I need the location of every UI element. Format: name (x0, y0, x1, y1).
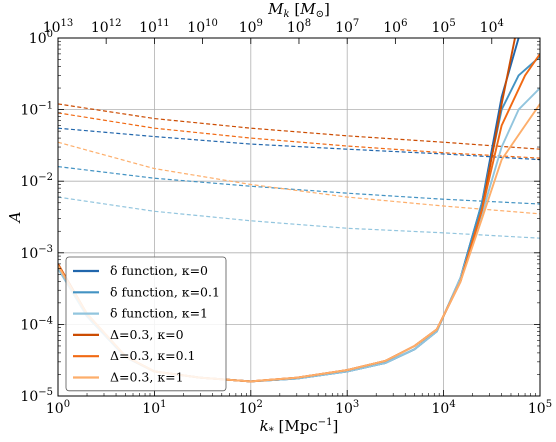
top-tick-label: 1013 (43, 18, 74, 36)
x-tick-label: 104 (431, 399, 455, 417)
y-tick-label: 10−1 (20, 101, 53, 119)
legend-label: Δ=0.3, κ=0.1 (110, 348, 196, 363)
dashed-series-line-11 (58, 141, 540, 215)
dashed-series-line-6 (58, 127, 540, 161)
x-tick-label: 103 (335, 399, 359, 417)
y-axis-title: A (6, 211, 24, 224)
y-tick-label: 10−5 (20, 387, 53, 405)
tick-labels: 100 101 102 103 104 105 10−5 10−4 10−3 10−2 10−1 10… (20, 18, 552, 417)
top-tick-label: 107 (335, 18, 359, 36)
top-tick-label: 104 (480, 18, 504, 36)
dashed-series-line-8 (58, 196, 540, 239)
ticks (57, 37, 541, 397)
dashed-series-line-10 (58, 112, 540, 159)
legend-label: δ function, κ=1 (110, 306, 208, 321)
legend-label: Δ=0.3, κ=1 (110, 370, 184, 385)
x-axis-title: k* [Mpc−1] (260, 417, 339, 437)
dashed-series-line-9 (58, 103, 540, 150)
top-tick-label: 1012 (91, 18, 122, 36)
x-tick-label: 102 (239, 399, 263, 417)
top-tick-label: 105 (431, 18, 455, 36)
y-tick-label: 10−2 (20, 172, 53, 190)
top-tick-label: 1010 (187, 18, 218, 36)
legend-label: δ function, κ=0.1 (110, 284, 220, 299)
top-tick-label: 106 (383, 18, 407, 36)
x-tick-label: 101 (142, 399, 166, 417)
dashed-series-group (58, 103, 540, 239)
legend-box (65, 256, 227, 392)
legend-label: δ function, κ=0 (110, 263, 208, 278)
legend-label: Δ=0.3, κ=0 (110, 327, 184, 342)
y-tick-label: 10−3 (20, 244, 53, 262)
legend: δ function, κ=0 δ function, κ=0.1 δ functi… (65, 256, 227, 392)
x-tick-label: 100 (46, 399, 70, 417)
top-tick-label: 109 (239, 18, 263, 36)
y-tick-label: 10−4 (20, 315, 53, 333)
top-tick-label: 108 (287, 18, 311, 36)
top-tick-label: 1011 (139, 18, 170, 36)
top-axis-title: Mk [M⊙] (267, 0, 330, 20)
y-tick-label: 100 (29, 29, 53, 47)
x-tick-label: 105 (528, 399, 552, 417)
dashed-series-line-7 (58, 165, 540, 205)
